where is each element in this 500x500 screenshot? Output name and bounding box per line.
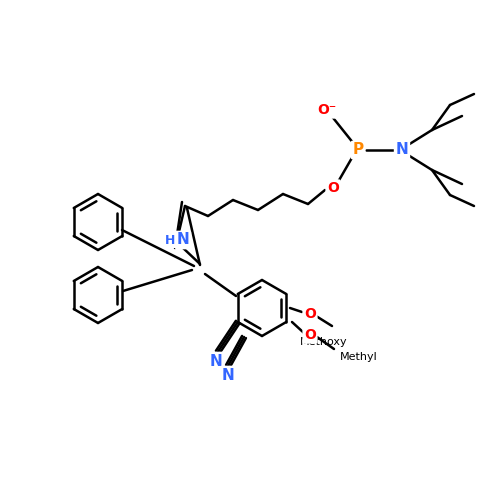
- Text: O: O: [327, 181, 339, 195]
- Text: Methyl: Methyl: [340, 352, 378, 362]
- Text: H: H: [165, 234, 175, 246]
- Text: Methoxy: Methoxy: [300, 337, 348, 347]
- Text: O: O: [304, 307, 316, 321]
- Text: N: N: [176, 232, 190, 248]
- Text: N: N: [210, 354, 222, 368]
- Text: N: N: [396, 142, 408, 158]
- Text: P: P: [352, 142, 364, 158]
- Text: O: O: [304, 328, 316, 342]
- Text: N: N: [222, 368, 234, 382]
- Text: O⁻: O⁻: [318, 103, 336, 117]
